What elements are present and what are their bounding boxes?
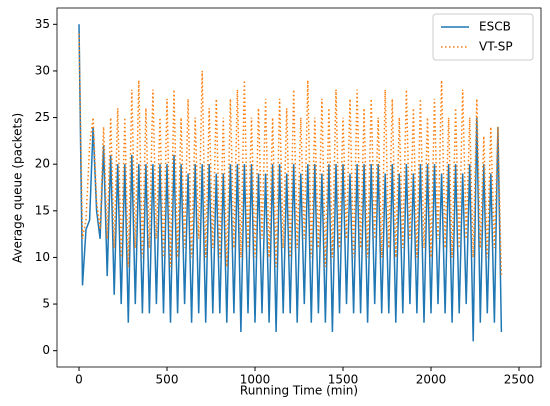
x-tick-label: 500	[156, 373, 179, 387]
plot-frame	[56, 7, 542, 368]
series-line	[78, 24, 503, 342]
x-axis-label: Running Time (min)	[240, 384, 358, 398]
x-tick-label: 1500	[328, 373, 359, 387]
y-tick-label: 20	[35, 157, 50, 171]
legend-label: ESCB	[479, 20, 511, 34]
legend-label: VT-SP	[479, 40, 513, 54]
y-tick-label: 5	[42, 297, 50, 311]
y-tick-label: 0	[42, 343, 50, 357]
series-line	[78, 33, 503, 277]
x-tick-label: 1000	[240, 373, 271, 387]
y-tick-label: 15	[35, 203, 50, 217]
x-tick-label: 2500	[504, 373, 535, 387]
y-axis-label: Average queue (packets)	[11, 113, 25, 263]
y-tick-label: 10	[35, 250, 50, 264]
y-tick-label: 25	[35, 110, 50, 124]
y-tick-label: 35	[35, 17, 50, 31]
x-tick-label: 0	[75, 373, 83, 387]
legend-box	[432, 13, 534, 61]
x-tick-label: 2000	[416, 373, 447, 387]
y-tick-label: 30	[35, 63, 50, 77]
